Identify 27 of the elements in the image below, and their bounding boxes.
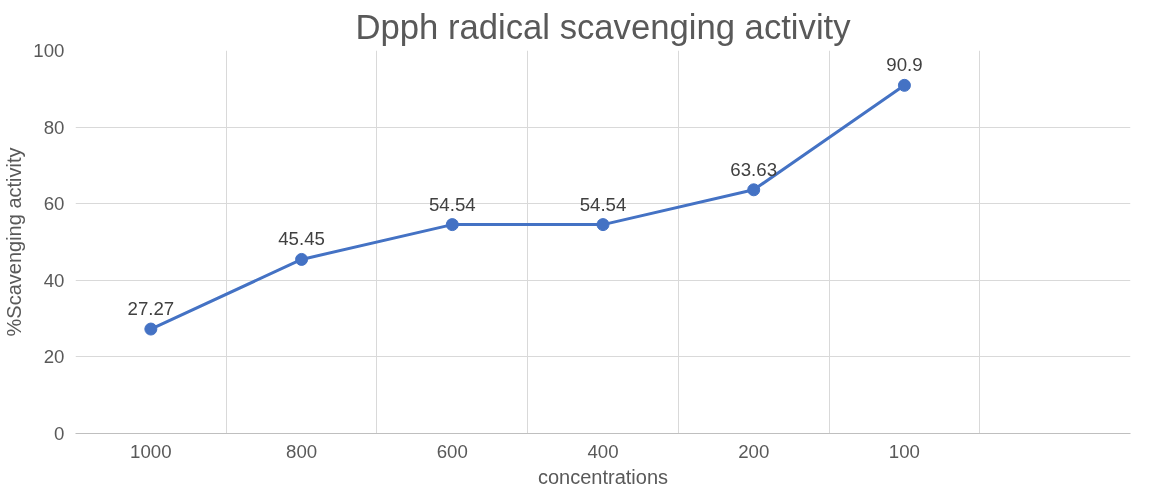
point [897, 78, 911, 92]
y-tick-label: 100 [33, 40, 65, 61]
data-label: 90.9 [886, 54, 923, 76]
y-tick-label: 40 [43, 269, 65, 291]
data-label: 63.63 [730, 158, 778, 180]
point [144, 322, 158, 336]
x-tick-label: 400 [587, 440, 619, 462]
data-label: 54.54 [428, 193, 476, 215]
chart-title: Dpph radical scavenging activity [355, 7, 852, 46]
point [596, 218, 610, 232]
point [747, 183, 761, 197]
y-tick-label: 80 [43, 116, 65, 138]
y-axis-title: %Scavenging activity [3, 147, 26, 337]
x-axis-title: concentrations [537, 465, 669, 488]
y-tick-label: 60 [43, 193, 65, 215]
point [445, 218, 459, 232]
data-label: 54.54 [579, 193, 627, 215]
data-label: 45.45 [278, 228, 325, 250]
point [295, 252, 309, 266]
x-tick-label: 100 [888, 440, 921, 462]
x-tick-label: 200 [738, 440, 770, 462]
x-tick-label: 800 [286, 440, 318, 462]
y-tick-label: 20 [43, 346, 65, 368]
x-tick-label: 600 [436, 440, 468, 462]
data-label: 27.27 [127, 298, 175, 320]
x-tick-label: 1000 [130, 440, 172, 462]
y-tick-label: 0 [54, 423, 65, 444]
